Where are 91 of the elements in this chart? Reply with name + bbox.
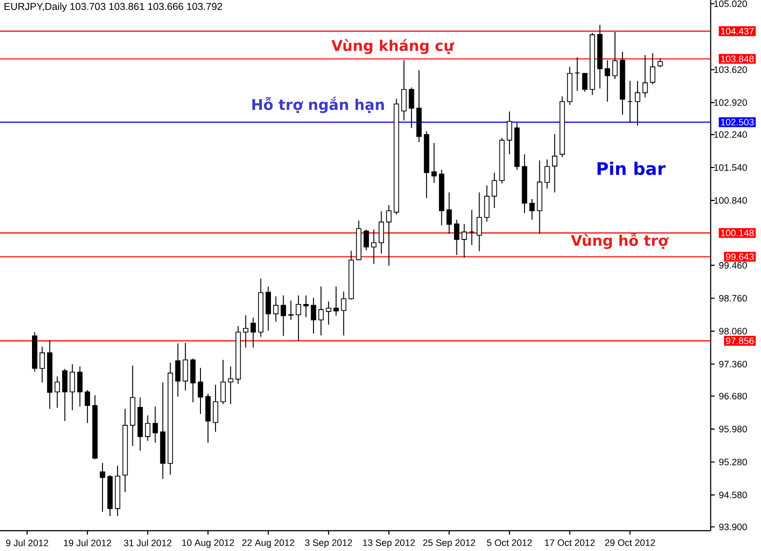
candlestick bbox=[484, 184, 490, 222]
candlestick bbox=[454, 219, 460, 256]
candlestick bbox=[250, 317, 256, 348]
candlestick bbox=[492, 172, 498, 208]
candlestick bbox=[84, 390, 90, 424]
y-tick-label: 101.540 bbox=[714, 164, 747, 171]
ref-line-label: 100.148 bbox=[721, 230, 754, 236]
candlestick bbox=[100, 462, 106, 512]
candlestick bbox=[190, 358, 196, 403]
candlestick bbox=[62, 368, 68, 422]
candlestick bbox=[198, 367, 204, 414]
candlestick bbox=[54, 376, 60, 408]
y-tick-label: 95.980 bbox=[719, 426, 747, 432]
x-tick-label: 17 Oct 2012 bbox=[545, 539, 595, 546]
candlestick bbox=[243, 314, 248, 348]
candlestick bbox=[273, 296, 278, 322]
y-tick-label: 102.920 bbox=[714, 99, 747, 106]
y-tick-label: 98.060 bbox=[719, 328, 747, 334]
candlestick bbox=[431, 142, 437, 184]
x-tick-label: 22 Aug 2012 bbox=[242, 539, 294, 548]
y-tick-label: 103.620 bbox=[714, 66, 747, 73]
candlestick bbox=[650, 52, 656, 85]
y-tick-label: 102.240 bbox=[714, 131, 747, 138]
chart-title: EURJPY,Daily 103.703 103.861 103.666 103.792 bbox=[4, 2, 222, 12]
candlestick bbox=[462, 223, 467, 258]
candlestick bbox=[333, 286, 339, 316]
candlestick bbox=[326, 301, 332, 326]
ref-line-label: 97.856 bbox=[726, 338, 754, 344]
annotation: Vùng hỗ trợ bbox=[570, 232, 668, 249]
candlestick bbox=[476, 192, 482, 252]
candlestick bbox=[288, 300, 294, 320]
candlestick bbox=[266, 286, 271, 332]
candlestick bbox=[506, 111, 512, 155]
y-tick-label: 94.580 bbox=[719, 492, 747, 498]
x-tick-label: 3 Sep 2012 bbox=[305, 539, 352, 548]
y-tick-label: 95.280 bbox=[719, 458, 747, 466]
candlestick bbox=[40, 346, 45, 383]
candlestick bbox=[280, 294, 286, 336]
candlestick bbox=[364, 229, 369, 251]
candlestick bbox=[212, 384, 218, 432]
x-tick-label: 25 Sep 2012 bbox=[423, 539, 476, 548]
candlestick bbox=[340, 291, 346, 336]
candlestick bbox=[642, 54, 648, 98]
candlestick bbox=[634, 80, 640, 126]
candlestick bbox=[627, 80, 633, 124]
y-tick-label: 93.900 bbox=[719, 524, 747, 530]
candlestick bbox=[401, 60, 407, 121]
x-tick-label: 13 Sep 2012 bbox=[363, 539, 415, 548]
candlestick bbox=[386, 204, 392, 266]
candlestick bbox=[582, 72, 588, 92]
y-tick-label: 97.360 bbox=[719, 360, 747, 368]
candlestick bbox=[552, 134, 558, 193]
x-tick-label: 29 Oct 2012 bbox=[605, 539, 655, 546]
y-tick-label: 105.020 bbox=[714, 0, 747, 8]
candlestick bbox=[296, 294, 302, 342]
candlestick bbox=[604, 60, 610, 102]
y-tick-label: 98.760 bbox=[719, 294, 747, 302]
y-tick-label: 99.460 bbox=[719, 262, 747, 269]
candlestick bbox=[228, 366, 234, 405]
ref-line-label: 104.437 bbox=[721, 28, 754, 34]
candlestick bbox=[70, 364, 76, 411]
candlestick bbox=[529, 198, 535, 220]
candlestick bbox=[318, 286, 324, 336]
annotation: Pin bar bbox=[598, 162, 666, 176]
y-tick-label: 96.680 bbox=[719, 392, 747, 400]
ref-line-label: 103.848 bbox=[721, 56, 754, 62]
x-tick-label: 9 Jul 2012 bbox=[6, 539, 48, 546]
candlestick bbox=[378, 210, 384, 254]
candlestick bbox=[175, 342, 181, 398]
candlestick bbox=[152, 406, 158, 444]
candlestick bbox=[408, 87, 414, 128]
candlestick bbox=[77, 366, 83, 407]
candlestick bbox=[612, 32, 618, 80]
y-tick-label: 100.840 bbox=[714, 197, 747, 204]
candlestick bbox=[574, 56, 580, 92]
x-tick-label: 31 Jul 2012 bbox=[124, 539, 172, 546]
annotation: Hỗ trợ ngắn hạn bbox=[252, 96, 384, 114]
candlestick bbox=[544, 159, 550, 190]
x-tick-label: 5 Oct 2012 bbox=[486, 539, 532, 546]
candlestick bbox=[310, 297, 316, 334]
candlestick bbox=[469, 209, 474, 246]
candlestick bbox=[145, 414, 150, 442]
candlestick bbox=[220, 359, 226, 405]
candlestick bbox=[182, 342, 188, 391]
ref-line-label: 99.643 bbox=[726, 253, 754, 260]
x-tick-label: 10 Aug 2012 bbox=[182, 539, 234, 548]
candlestick bbox=[446, 192, 452, 234]
x-tick-label: 19 Jul 2012 bbox=[64, 539, 112, 546]
ref-line-label: 102.503 bbox=[721, 118, 754, 126]
annotation: Vùng kháng cự bbox=[331, 39, 454, 54]
candlestick bbox=[371, 229, 376, 264]
